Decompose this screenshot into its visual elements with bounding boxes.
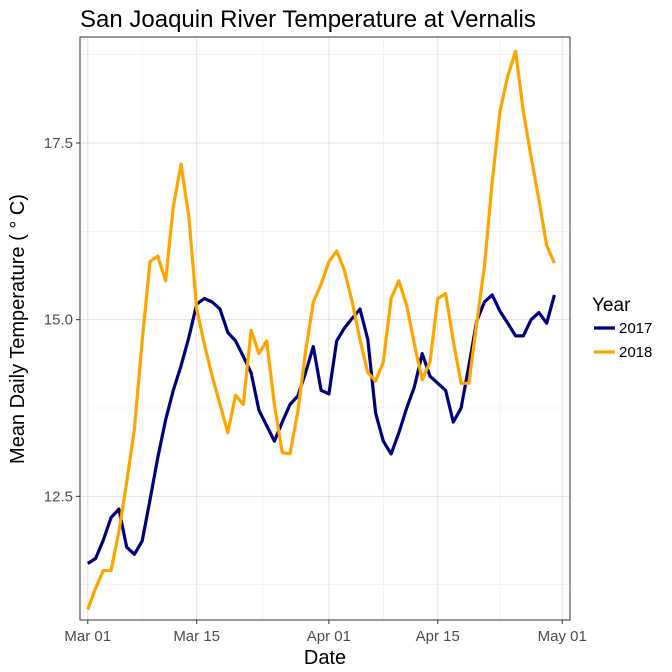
y-axis-title: Mean Daily Temperature ( ° C) (7, 194, 29, 464)
x-tick-label: May 01 (538, 628, 587, 645)
legend-label-2018: 2018 (619, 344, 652, 361)
grid-lines (80, 37, 570, 620)
plot-background (80, 37, 570, 620)
legend-items: 2017 2018 (594, 320, 652, 361)
y-tick-label: 15.0 (44, 312, 73, 329)
x-tick-label: Apr 15 (416, 628, 460, 645)
y-tick-label: 17.5 (44, 135, 73, 152)
legend: Year 2017 2018 (592, 295, 652, 361)
plot-panel (79, 36, 571, 621)
legend-title: Year (592, 295, 631, 316)
x-axis: Mar 01 Mar 15 Apr 01 Apr 15 May 01 (64, 620, 587, 645)
legend-label-2017: 2017 (619, 320, 652, 337)
x-tick-label: Mar 15 (173, 628, 220, 645)
x-tick-label: Apr 01 (307, 628, 351, 645)
chart-title: San Joaquin River Temperature at Vernali… (80, 6, 536, 33)
series-line-2018 (86, 49, 556, 610)
series-lines (86, 49, 556, 610)
x-tick-label: Mar 01 (64, 628, 111, 645)
x-axis-title: Date (304, 647, 346, 669)
plot-border (79, 36, 571, 621)
y-tick-label: 12.5 (44, 488, 73, 505)
y-axis: 12.5 15.0 17.5 (44, 135, 80, 505)
